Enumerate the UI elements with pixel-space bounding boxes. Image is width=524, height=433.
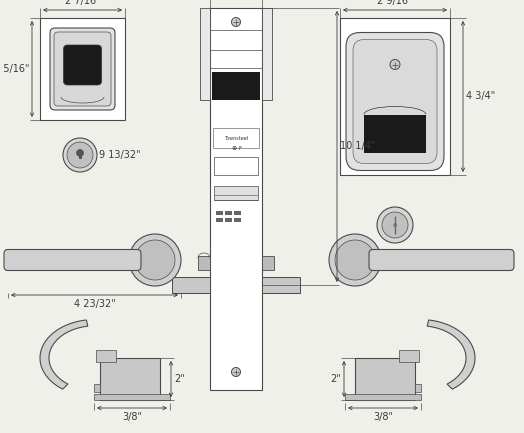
Bar <box>355 358 415 400</box>
Bar <box>234 211 241 215</box>
Bar <box>198 256 210 270</box>
FancyBboxPatch shape <box>4 249 141 271</box>
Bar <box>94 384 100 392</box>
Text: 9 13/32": 9 13/32" <box>99 150 140 160</box>
Bar <box>172 277 210 293</box>
Circle shape <box>335 240 375 280</box>
Bar <box>79 153 82 159</box>
Text: 4 3/4": 4 3/4" <box>466 91 495 101</box>
Bar <box>216 218 223 222</box>
FancyBboxPatch shape <box>353 39 437 164</box>
Circle shape <box>129 234 181 286</box>
Text: 4 23/32": 4 23/32" <box>74 299 115 309</box>
Circle shape <box>377 207 413 243</box>
Circle shape <box>232 17 241 26</box>
Bar <box>210 8 262 390</box>
Circle shape <box>390 59 400 70</box>
Text: 3/8": 3/8" <box>373 412 393 422</box>
Bar <box>216 211 223 215</box>
Circle shape <box>63 138 97 172</box>
Bar <box>214 157 258 175</box>
Bar <box>96 350 116 362</box>
FancyBboxPatch shape <box>369 249 514 271</box>
Circle shape <box>232 368 241 377</box>
Text: 3 5/16": 3 5/16" <box>0 64 29 74</box>
Bar <box>225 211 232 215</box>
Bar <box>345 394 421 400</box>
FancyBboxPatch shape <box>346 32 444 171</box>
Text: 2 7/16": 2 7/16" <box>64 0 100 6</box>
Circle shape <box>329 234 381 286</box>
Bar <box>213 128 259 148</box>
Bar <box>262 277 300 293</box>
Polygon shape <box>40 320 88 389</box>
Bar <box>94 394 170 400</box>
Text: 2": 2" <box>330 374 341 384</box>
Bar <box>399 350 419 362</box>
Circle shape <box>382 212 408 238</box>
Bar <box>415 384 421 392</box>
FancyBboxPatch shape <box>54 32 111 106</box>
FancyBboxPatch shape <box>63 45 102 85</box>
Text: 10 1/4": 10 1/4" <box>340 142 375 152</box>
Text: 3/8": 3/8" <box>122 412 142 422</box>
Text: Townsteel: Townsteel <box>224 136 248 140</box>
Bar <box>40 18 125 120</box>
Text: F: F <box>238 145 242 151</box>
Bar <box>200 8 210 100</box>
Text: ⊕: ⊕ <box>232 145 237 151</box>
Circle shape <box>393 223 397 227</box>
Bar <box>225 218 232 222</box>
Polygon shape <box>427 320 475 389</box>
Bar <box>262 8 272 100</box>
Bar <box>340 18 450 175</box>
Bar <box>214 186 258 200</box>
Bar <box>234 218 241 222</box>
Text: 2 9/16": 2 9/16" <box>377 0 413 6</box>
Bar <box>262 256 274 270</box>
Bar <box>212 72 260 100</box>
Text: 2": 2" <box>174 374 185 384</box>
Bar <box>364 114 426 152</box>
Circle shape <box>67 142 93 168</box>
Bar <box>100 358 160 400</box>
Circle shape <box>77 149 83 156</box>
Polygon shape <box>10 253 137 266</box>
FancyBboxPatch shape <box>50 28 115 110</box>
Circle shape <box>135 240 175 280</box>
